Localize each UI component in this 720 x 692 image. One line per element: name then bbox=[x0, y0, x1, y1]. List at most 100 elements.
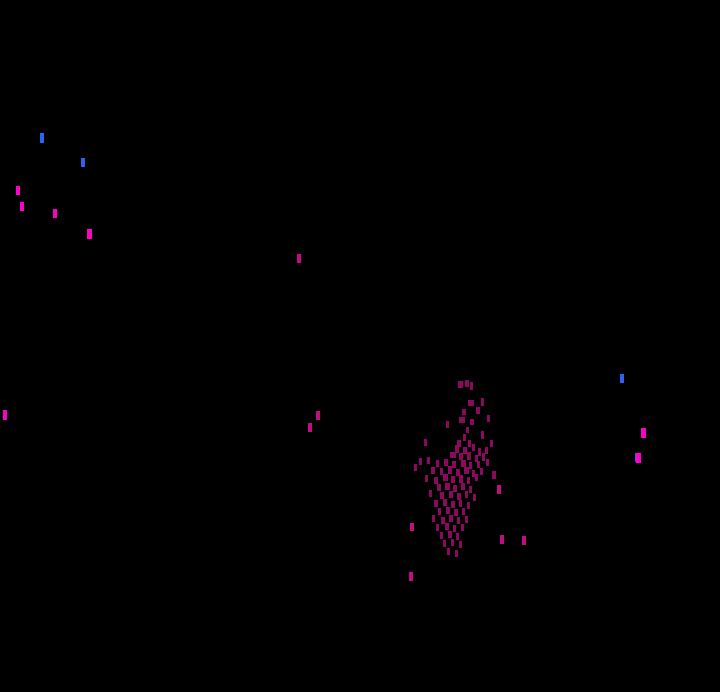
scatter-point bbox=[457, 440, 461, 447]
scatter-point bbox=[461, 483, 465, 490]
scatter-point bbox=[40, 133, 44, 143]
scatter-point bbox=[452, 461, 456, 468]
scatter-point bbox=[3, 410, 7, 420]
scatter-point bbox=[465, 380, 469, 387]
scatter-point bbox=[457, 517, 460, 524]
scatter-point bbox=[481, 398, 484, 406]
scatter-point bbox=[641, 428, 646, 438]
scatter-point bbox=[461, 524, 464, 531]
scatter-point bbox=[485, 447, 488, 454]
scatter-point bbox=[469, 486, 472, 493]
scatter-point bbox=[457, 493, 461, 500]
scatter-point bbox=[481, 431, 484, 439]
scatter-point bbox=[87, 229, 92, 239]
scatter-point bbox=[440, 492, 444, 499]
scatter-point bbox=[451, 476, 455, 483]
scatter-point bbox=[16, 186, 20, 195]
scatter-point bbox=[486, 459, 489, 466]
scatter-point bbox=[443, 474, 448, 481]
scatter-point bbox=[455, 550, 458, 557]
scatter-point bbox=[297, 254, 301, 263]
scatter-point bbox=[475, 474, 478, 481]
scatter-point bbox=[465, 491, 468, 498]
scatter-point bbox=[450, 452, 456, 458]
scatter-point bbox=[453, 485, 457, 492]
scatter-point bbox=[459, 417, 465, 423]
scatter-point bbox=[466, 427, 469, 433]
scatter-point bbox=[492, 471, 496, 479]
scatter-point bbox=[463, 434, 466, 441]
scatter-point bbox=[409, 572, 413, 581]
scatter-point bbox=[410, 523, 414, 531]
scatter-point bbox=[459, 453, 463, 460]
scatter-point bbox=[454, 509, 458, 516]
scatter-point bbox=[447, 548, 450, 555]
scatter-point bbox=[53, 209, 57, 218]
scatter-point bbox=[440, 532, 443, 539]
scatter-point bbox=[436, 524, 439, 531]
scatter-point bbox=[448, 466, 452, 474]
scatter-point bbox=[464, 467, 469, 474]
scatter-point bbox=[316, 411, 320, 420]
scatter-point bbox=[443, 499, 447, 506]
scatter-point bbox=[440, 468, 443, 475]
scatter-point bbox=[467, 477, 470, 484]
scatter-point bbox=[461, 460, 466, 467]
scatter-point bbox=[476, 407, 480, 414]
scatter-point bbox=[497, 485, 501, 494]
scatter-point bbox=[522, 536, 526, 545]
scatter-point bbox=[424, 439, 427, 446]
scatter-point bbox=[458, 381, 463, 388]
scatter-point bbox=[468, 440, 471, 447]
scatter-point bbox=[487, 415, 490, 422]
scatter-point bbox=[490, 440, 493, 447]
scatter-point bbox=[446, 507, 450, 514]
scatter-point bbox=[308, 423, 312, 432]
scatter-point bbox=[444, 459, 448, 466]
scatter-point bbox=[429, 490, 432, 497]
scatter-point bbox=[467, 502, 470, 509]
scatter-point bbox=[437, 484, 441, 491]
scatter-point bbox=[456, 533, 459, 540]
scatter-point bbox=[462, 409, 466, 415]
scatter-point bbox=[469, 462, 472, 469]
scatter-point bbox=[20, 202, 24, 211]
scatter-point bbox=[451, 539, 454, 546]
scatter-point bbox=[475, 455, 478, 462]
scatter-point bbox=[453, 525, 456, 532]
scatter-point bbox=[445, 483, 450, 490]
scatter-point bbox=[462, 508, 465, 515]
scatter-point bbox=[448, 531, 452, 538]
scatter-point bbox=[441, 517, 445, 524]
scatter-point bbox=[472, 470, 475, 477]
scatter-point bbox=[451, 501, 455, 508]
scatter-point bbox=[449, 491, 453, 498]
scatter-point bbox=[459, 500, 462, 507]
scatter-point bbox=[449, 515, 453, 522]
scatter-point bbox=[455, 445, 459, 453]
scatter-point bbox=[468, 400, 474, 406]
scatter-point bbox=[472, 444, 475, 451]
scatter-point bbox=[443, 540, 446, 547]
scatter-point bbox=[470, 382, 473, 390]
scatter-point bbox=[425, 475, 428, 482]
scatter-point bbox=[465, 516, 468, 523]
scatter-point bbox=[436, 460, 439, 467]
scatter-point bbox=[636, 453, 641, 463]
scatter-point bbox=[463, 447, 467, 454]
scatter-point bbox=[438, 508, 441, 515]
scatter-point bbox=[459, 475, 463, 483]
scatter-point bbox=[431, 467, 435, 474]
scatter-point bbox=[432, 515, 435, 522]
scatter-point bbox=[473, 494, 476, 501]
scatter-point bbox=[434, 477, 438, 484]
scatter-point bbox=[470, 419, 474, 425]
scatter-point bbox=[480, 468, 483, 475]
scatter-point bbox=[446, 421, 449, 428]
scatter-point bbox=[459, 541, 462, 548]
scatter-point bbox=[620, 374, 624, 383]
scatter-point bbox=[478, 448, 481, 456]
scatter-point bbox=[467, 452, 471, 460]
scatter-point bbox=[477, 461, 480, 468]
